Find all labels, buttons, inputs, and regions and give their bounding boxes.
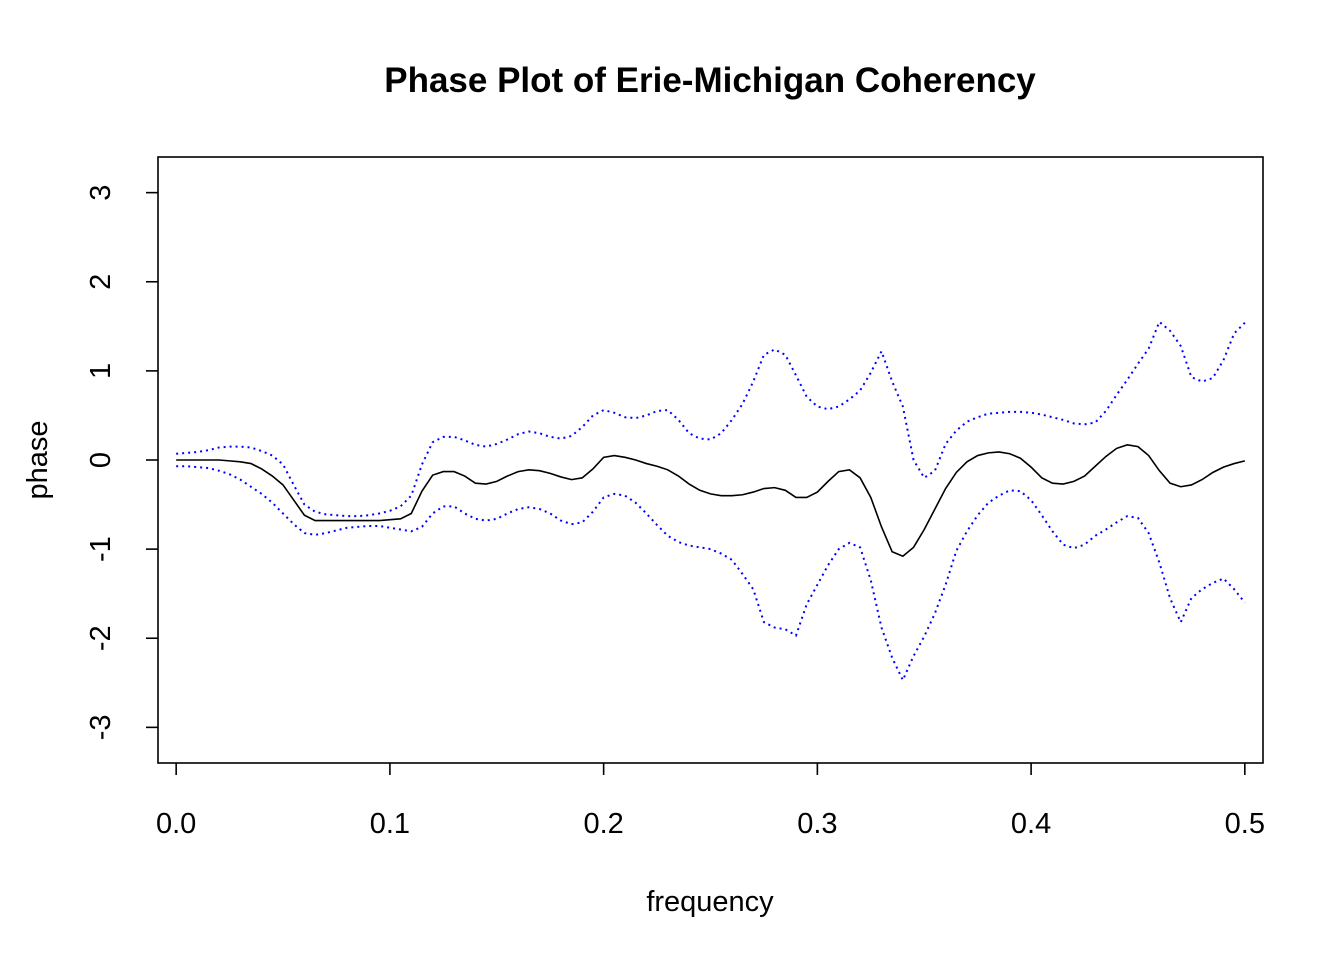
x-tick-label-1: 0.1 <box>370 808 410 840</box>
chart-title: Phase Plot of Erie-Michigan Coherency <box>384 61 1036 100</box>
series-layer <box>176 320 1246 683</box>
phase-estimate-line <box>176 444 1246 558</box>
x-tick-label-0: 0.0 <box>156 808 196 840</box>
lower-confidence-line <box>176 465 1246 683</box>
x-tick-label-5: 0.5 <box>1225 808 1265 840</box>
y-tick-label-1: -2 <box>85 625 117 651</box>
x-tick-label-4: 0.4 <box>1011 808 1051 840</box>
x-tick-label-3: 0.3 <box>797 808 837 840</box>
x-axis: 0.0 0.1 0.2 0.3 0.4 0.5 <box>156 763 1265 840</box>
plot-frame <box>157 156 1264 764</box>
upper-confidence-line <box>176 320 1246 518</box>
y-tick-label-0: -3 <box>85 714 117 740</box>
y-tick-label-3: 0 <box>85 452 117 468</box>
y-tick-label-2: -1 <box>85 536 117 562</box>
y-axis-label: phase <box>22 420 54 499</box>
x-tick-label-2: 0.2 <box>583 808 623 840</box>
x-axis-label: frequency <box>646 886 774 918</box>
y-axis: -3 -2 -1 0 1 2 3 <box>85 185 158 740</box>
y-tick-label-6: 3 <box>85 185 117 201</box>
y-tick-label-5: 2 <box>85 274 117 290</box>
y-tick-label-4: 1 <box>85 363 117 379</box>
